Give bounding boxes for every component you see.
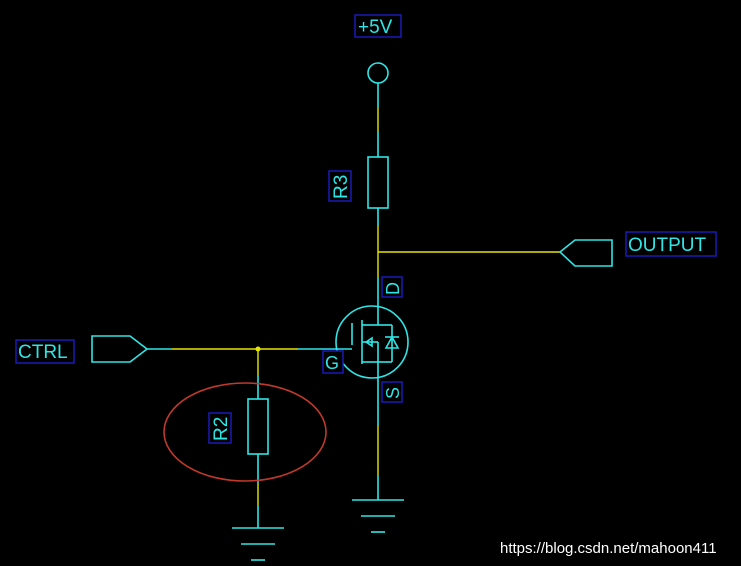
svg-text:R3: R3 [331, 175, 352, 199]
source-pin-label: S [381, 381, 403, 403]
svg-text:D: D [383, 282, 403, 295]
output-net-label: OUTPUT [625, 231, 717, 257]
ctrl-port [91, 335, 149, 363]
r3-ref-label: R3 [328, 170, 352, 202]
svg-text:S: S [383, 387, 403, 399]
gate-pin-label: G [322, 350, 344, 374]
svg-text:G: G [325, 353, 339, 373]
svg-text:OUTPUT: OUTPUT [628, 235, 707, 256]
vcc-terminal [367, 62, 389, 84]
svg-text:CTRL: CTRL [18, 342, 68, 363]
r3-resistor [367, 156, 389, 209]
svg-text:+5V: +5V [358, 17, 393, 38]
svg-text:R2: R2 [211, 417, 232, 441]
mosfet-transistor [335, 305, 409, 379]
drain-pin-label: D [381, 276, 403, 298]
r2-ref-label: R2 [208, 412, 232, 444]
source-ground-symbol [352, 499, 404, 533]
ctrl-net-label: CTRL [15, 339, 75, 364]
output-port [558, 239, 613, 267]
watermark: https://blog.csdn.net/mahoon411 [500, 540, 717, 557]
r2-highlight-ellipse [163, 382, 327, 482]
vcc-net-label: +5V [354, 14, 402, 38]
r2-resistor [247, 398, 269, 455]
r2-ground-symbol [232, 527, 284, 561]
